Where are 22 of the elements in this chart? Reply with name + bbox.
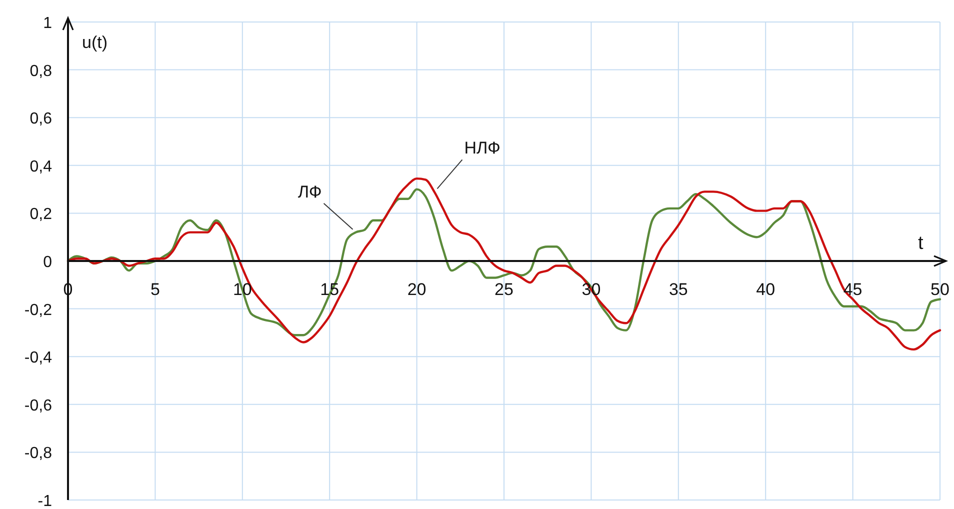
- x-tick-label: 50: [930, 280, 950, 299]
- y-axis-title: u(t): [82, 33, 108, 52]
- y-tick-label: 0,2: [30, 206, 52, 224]
- x-tick-label: 45: [843, 280, 862, 299]
- x-tick-label: 5: [150, 280, 160, 299]
- y-tick-label: 0,6: [30, 110, 52, 128]
- y-tick-label: -0,2: [24, 302, 52, 319]
- x-tick-label: 20: [407, 280, 426, 299]
- x-tick-label: 40: [756, 280, 776, 299]
- x-tick-label: 25: [494, 280, 514, 299]
- y-tick-label: 0,4: [30, 158, 52, 176]
- y-tick-label: 0,8: [30, 62, 52, 80]
- y-tick-label: -0,8: [24, 445, 52, 462]
- text: ЛФ: [298, 182, 322, 202]
- y-tick-label: -1: [38, 493, 52, 509]
- y-tick-label: 0: [43, 254, 52, 271]
- y-tick-label: 1: [43, 15, 52, 32]
- text: НЛФ: [464, 138, 500, 158]
- x-axis-title: t: [918, 233, 924, 254]
- y-tick-label: -0,4: [24, 350, 52, 367]
- x-tick-label: 35: [668, 280, 688, 299]
- y-tick-label: -0,6: [24, 397, 52, 414]
